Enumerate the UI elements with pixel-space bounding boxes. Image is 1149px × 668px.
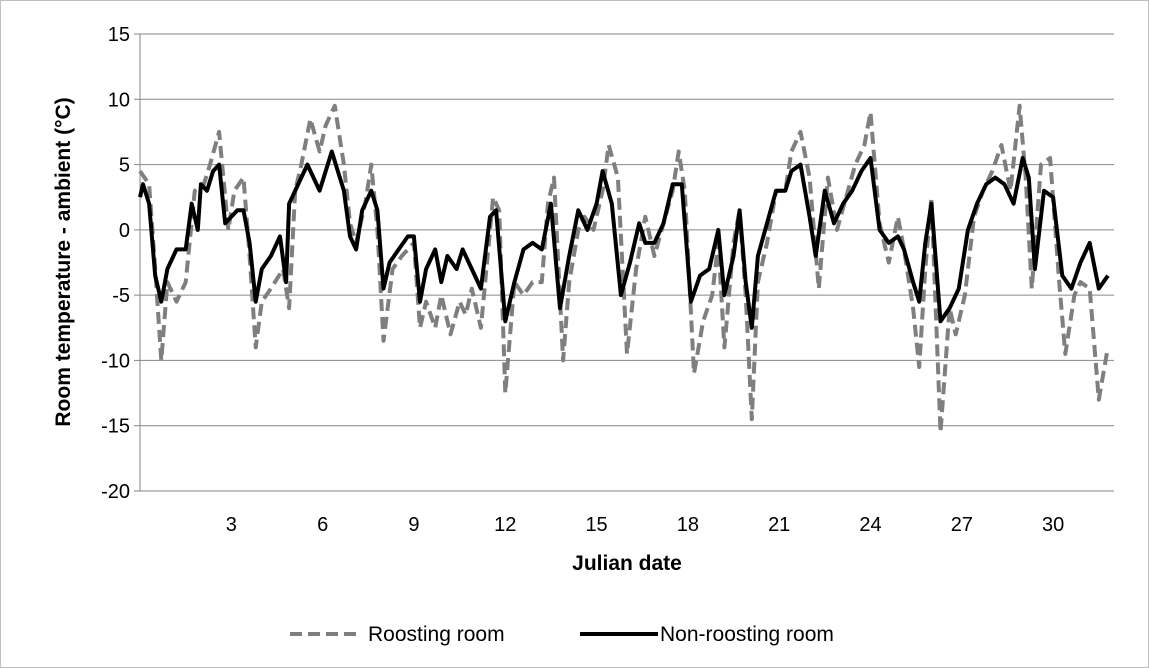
x-tick-label: 27 — [951, 514, 973, 536]
legend: Roosting room Non-roosting room — [290, 623, 834, 646]
y-tick-label: 15 — [108, 24, 130, 46]
gridlines — [139, 33, 1114, 492]
x-axis-title: Julian date — [572, 552, 682, 575]
y-tick-label: -15 — [101, 416, 130, 438]
series-line-non-roosting-room — [138, 149, 1110, 330]
y-tick-label: 5 — [119, 155, 130, 177]
series-lines — [138, 103, 1110, 435]
x-tick-label: 24 — [859, 514, 881, 536]
y-tick-label: 0 — [119, 220, 130, 242]
x-tick-label: 12 — [494, 514, 516, 536]
y-tick-label: -5 — [112, 285, 130, 307]
x-tick-label: 15 — [585, 514, 607, 536]
legend-label-roosting: Roosting room — [368, 623, 505, 646]
x-tick-label: 30 — [1042, 514, 1064, 536]
y-tick-label: 10 — [108, 89, 130, 111]
y-axis-ticks: 15 10 5 0 -5 -10 -15 -20 — [101, 24, 140, 503]
x-tick-label: 6 — [317, 514, 328, 536]
y-tick-label: -20 — [101, 481, 130, 503]
x-tick-label: 21 — [768, 514, 790, 536]
y-axis-title: Room temperature - ambient (°C) — [52, 97, 75, 426]
x-tick-label: 3 — [226, 514, 237, 536]
y-tick-label: -10 — [101, 350, 130, 372]
x-tick-label: 9 — [408, 514, 419, 536]
x-tick-label: 18 — [677, 514, 699, 536]
x-axis-ticks: 3 6 9 12 15 18 21 24 27 30 — [226, 514, 1065, 536]
legend-label-non-roosting: Non-roosting room — [660, 623, 834, 646]
